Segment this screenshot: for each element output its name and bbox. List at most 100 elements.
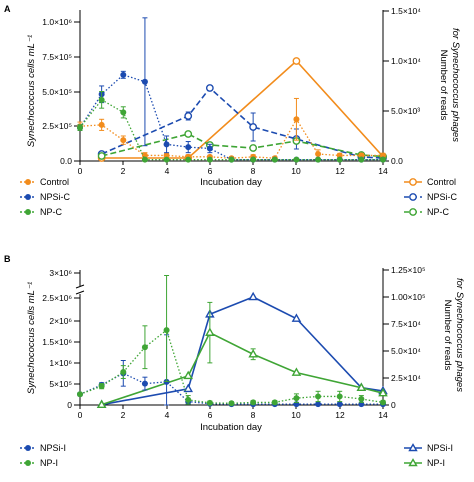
data-point	[163, 141, 170, 148]
panel-b-left-tick-label: 1.5×10⁶	[42, 337, 72, 347]
panel-b-x-tick-label: 2	[121, 410, 126, 420]
data-point	[250, 399, 257, 406]
panel-a-x-axis: 0 2 4 6 8 10 12 14 Incubation day	[78, 160, 388, 188]
panel-b-left-axis: 0 5×10⁵ 1×10⁶ 1.5×10⁶ 2×10⁶ 2.5×10⁶ 3×10…	[26, 268, 85, 410]
data-point	[205, 327, 215, 336]
data-point	[120, 137, 127, 144]
data-point	[248, 349, 258, 358]
legend-item-np-i-reads: NP-I	[404, 458, 445, 468]
legend-label: NPSi-I	[427, 443, 453, 453]
series-npsi-i-reads	[96, 291, 388, 408]
series-npsi-c-reads	[97, 84, 387, 162]
panel-b-x-tick-label: 8	[251, 410, 256, 420]
data-point	[315, 151, 322, 158]
data-point	[250, 156, 257, 163]
data-point	[249, 123, 258, 131]
series-line-control-reads	[101, 59, 384, 159]
series-line-np-i-cells	[79, 329, 384, 404]
data-point	[271, 399, 278, 406]
panel-a-left-tick-label: 0.0	[60, 156, 72, 166]
legend-marker	[25, 460, 31, 466]
panel-a-left-tick-label: 1.0×10⁶	[42, 17, 72, 27]
panel-b-left-tick-label: 0	[67, 400, 72, 410]
data-point	[163, 152, 170, 159]
data-point	[206, 156, 213, 163]
data-point	[336, 401, 343, 408]
panel-b-x-tick-label: 14	[378, 410, 388, 420]
data-point	[120, 109, 127, 116]
data-point	[358, 152, 365, 159]
panel-a: A 0.0 2.5×10⁵ 5.0×10⁵ 7.5×10⁵ 1.0×10⁶ Sy…	[4, 4, 461, 217]
panel-b-right-tick-label: 1.00×10⁵	[391, 292, 426, 302]
data-point	[120, 369, 127, 376]
panel-b-letter: B	[4, 254, 11, 264]
panel-a-x-tick-label: 14	[378, 166, 388, 176]
data-point	[96, 399, 107, 408]
panel-a-ylabel-left: Synechococcus cells mL⁻¹	[26, 35, 37, 147]
data-point	[183, 370, 194, 380]
panel-b-right-axis: 0 2.5×10⁴ 5.0×10⁴ 7.5×10⁴ 1.00×10⁵ 1.25×…	[382, 265, 465, 410]
panel-b-x-tick-label: 10	[291, 410, 301, 420]
panel-a-ylabel-right-line2: for Synechococcus phages	[450, 28, 461, 142]
data-point	[206, 145, 213, 152]
series-line-npsi-c-cells	[79, 74, 383, 161]
data-point	[163, 156, 170, 163]
data-point	[185, 144, 192, 151]
legend-marker	[25, 209, 31, 215]
legend-item-control-reads: Control	[404, 177, 456, 187]
panel-a-x-tick-label: 10	[291, 166, 301, 176]
data-point	[293, 116, 300, 123]
legend-item-npsi-i-reads: NPSi-I	[404, 443, 453, 453]
panel-b-x-tick-label: 4	[165, 410, 170, 420]
series-np-c-cells	[77, 91, 386, 163]
panel-b-left-tick-label: 3×10⁶	[49, 268, 72, 278]
data-point	[184, 112, 193, 120]
data-point	[141, 380, 148, 387]
data-point	[163, 327, 170, 334]
data-point	[356, 382, 367, 392]
panel-b-right-tick-label: 0	[391, 400, 396, 410]
data-point	[380, 399, 386, 406]
panel-b-legend: NPSi-I NP-I NPSi-I NP-I	[20, 443, 453, 468]
data-point	[77, 124, 83, 131]
legend-marker	[25, 179, 31, 185]
data-point	[228, 400, 235, 407]
panel-a-x-tick-label: 2	[121, 166, 126, 176]
data-point	[77, 391, 83, 398]
data-point	[183, 383, 194, 393]
legend-item-control-cells: Control	[20, 177, 69, 187]
series-np-i-cells	[77, 275, 386, 407]
data-point	[185, 156, 192, 163]
legend-marker	[408, 443, 418, 452]
legend-item-np-i-cells: NP-I	[20, 458, 58, 468]
panel-a-left-axis: 0.0 2.5×10⁵ 5.0×10⁵ 7.5×10⁵ 1.0×10⁶ Syne…	[26, 10, 81, 166]
data-point	[315, 393, 322, 400]
data-point	[336, 156, 343, 163]
legend-label: NP-C	[427, 207, 449, 217]
data-point	[248, 291, 258, 301]
legend-label: NPSi-C	[427, 192, 458, 202]
data-point	[206, 399, 213, 406]
axis-break-mark	[75, 284, 85, 295]
data-point	[378, 387, 388, 397]
panel-b-ylabel-right-line1: Number of reads	[442, 300, 453, 371]
panel-a-right-tick-label: 5.0×10³	[391, 106, 420, 116]
panel-a-plot-area	[77, 17, 387, 163]
panel-b-xlabel: Incubation day	[200, 422, 262, 433]
data-point	[293, 156, 300, 163]
data-point	[315, 401, 322, 408]
panel-b-x-tick-label: 12	[335, 410, 345, 420]
data-point	[293, 395, 300, 402]
panel-b-ylabel-right-line2: for Synechococcus phages	[454, 278, 465, 392]
panel-a-right-tick-label: 1.5×10⁴	[391, 6, 421, 16]
data-point	[358, 396, 365, 403]
panel-b-left-tick-label: 2×10⁶	[49, 316, 72, 326]
data-point	[291, 367, 302, 376]
data-point	[98, 96, 105, 103]
legend-marker	[409, 178, 417, 186]
panel-a-x-tick-label: 8	[251, 166, 256, 176]
series-line-np-c-cells	[79, 98, 383, 161]
data-point	[97, 152, 106, 160]
panel-a-x-tick-label: 0	[78, 166, 83, 176]
